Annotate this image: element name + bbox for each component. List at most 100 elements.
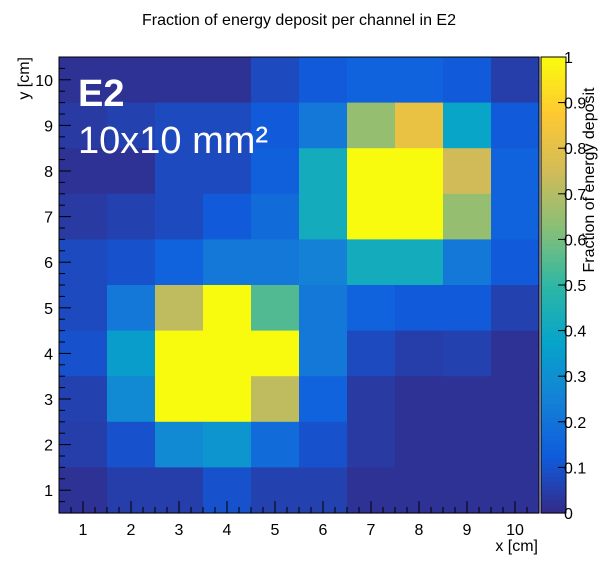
colorbar-segment	[541, 298, 566, 304]
x-tick-label: 3	[175, 522, 184, 539]
colorbar-segment	[541, 380, 566, 386]
colorbar-segment	[541, 289, 566, 295]
colorbar-segment	[541, 458, 566, 464]
colorbar-tick-label: 0	[564, 506, 573, 523]
heatmap-cell	[395, 421, 444, 468]
colorbar-segment	[541, 248, 566, 254]
heatmap-cell	[251, 421, 300, 468]
colorbar-segment	[541, 399, 566, 405]
colorbar-segment	[541, 471, 566, 478]
colorbar-segment	[541, 243, 566, 250]
heatmap-cell	[203, 239, 252, 286]
colorbar-segment	[541, 57, 566, 63]
colorbar-segment	[541, 266, 566, 272]
y-tick-label: 5	[44, 301, 53, 318]
colorbar-segment	[541, 467, 566, 473]
heatmap-cell	[395, 148, 444, 195]
colorbar-label: Fraction of energy deposit	[581, 87, 598, 273]
colorbar-segment	[541, 102, 566, 108]
colorbar-segment	[541, 120, 566, 126]
heatmap-cell	[155, 330, 204, 377]
heatmap-cell	[299, 148, 348, 195]
x-axis-label: x [cm]	[495, 538, 538, 555]
y-tick-label: 7	[44, 210, 53, 227]
colorbar-segment	[541, 385, 566, 391]
colorbar-segment	[541, 139, 566, 145]
heatmap-cell	[491, 193, 540, 240]
heatmap-cell	[251, 376, 300, 423]
heatmap-cell	[155, 239, 204, 286]
heatmap-cell	[155, 57, 204, 104]
colorbar-segment	[541, 262, 566, 268]
heatmap-cell	[107, 285, 156, 332]
colorbar-segment	[541, 79, 566, 85]
heatmap-cell	[203, 57, 252, 104]
colorbar-segment	[541, 280, 566, 286]
colorbar-segment	[541, 440, 566, 446]
heatmap-cell	[443, 421, 492, 468]
heatmap-cells	[59, 57, 540, 514]
heatmap-cell	[107, 102, 156, 149]
colorbar-segment	[541, 476, 566, 482]
heatmap-cell	[395, 57, 444, 104]
colorbar-tick-label: 1	[564, 50, 573, 67]
heatmap-cell	[443, 57, 492, 104]
heatmap-cell	[299, 285, 348, 332]
colorbar-segment	[541, 111, 566, 117]
colorbar-segment	[541, 348, 566, 354]
colorbar-segment	[541, 212, 566, 218]
colorbar-segment	[541, 508, 566, 514]
colorbar-segment	[541, 66, 566, 72]
heatmap-cell	[299, 330, 348, 377]
heatmap-cell	[299, 239, 348, 286]
colorbar-tick-label: 0.5	[564, 278, 586, 295]
colorbar-tick-label: 0.6	[564, 232, 586, 249]
colorbar-segment	[541, 339, 566, 345]
colorbar-segment	[541, 93, 566, 99]
heatmap-cell	[299, 376, 348, 423]
heatmap-cell	[347, 102, 396, 149]
heatmap-cell	[299, 193, 348, 240]
heatmap-cell	[203, 193, 252, 240]
colorbar-segment	[541, 216, 566, 222]
heatmap-cell	[491, 239, 540, 286]
heatmap-cell	[107, 330, 156, 377]
colorbar-segment	[541, 335, 566, 341]
colorbar-segment	[541, 316, 566, 323]
colorbar-segment	[541, 171, 566, 177]
colorbar-segment	[541, 307, 566, 313]
colorbar-segment	[541, 230, 566, 236]
heatmap-cell	[347, 239, 396, 286]
colorbar-tick-label: 0.8	[564, 141, 586, 158]
heatmap-cell	[443, 148, 492, 195]
x-tick-label: 9	[463, 522, 472, 539]
colorbar-segment	[541, 412, 566, 418]
y-tick-label: 1	[44, 483, 53, 500]
heatmap-cell	[155, 102, 204, 149]
heatmap-cell	[347, 421, 396, 468]
colorbar-segment	[541, 88, 566, 95]
colorbar-segment	[541, 234, 566, 240]
colorbar-segment	[541, 294, 566, 300]
colorbar-segment	[541, 84, 566, 90]
heatmap-cell	[203, 330, 252, 377]
heatmap-cell	[251, 102, 300, 149]
colorbar-tick-label: 0.2	[564, 415, 586, 432]
colorbar-segment	[541, 444, 566, 450]
colorbar-segment	[541, 485, 566, 491]
y-tick-label: 4	[44, 346, 53, 363]
heatmap-cell	[395, 376, 444, 423]
heatmap-cell	[107, 239, 156, 286]
heatmap-cell	[203, 102, 252, 149]
colorbar-segment	[541, 376, 566, 382]
heatmap-cell	[299, 421, 348, 468]
heatmap-cell	[251, 330, 300, 377]
heatmap-cell	[395, 102, 444, 149]
colorbar-segment	[541, 389, 566, 396]
colorbar-segment	[541, 312, 566, 318]
heatmap-cell	[443, 330, 492, 377]
heatmap-cell	[347, 193, 396, 240]
colorbar-segment	[541, 116, 566, 122]
x-tick-label: 1	[79, 522, 88, 539]
colorbar-tick-label: 0.9	[564, 96, 586, 113]
